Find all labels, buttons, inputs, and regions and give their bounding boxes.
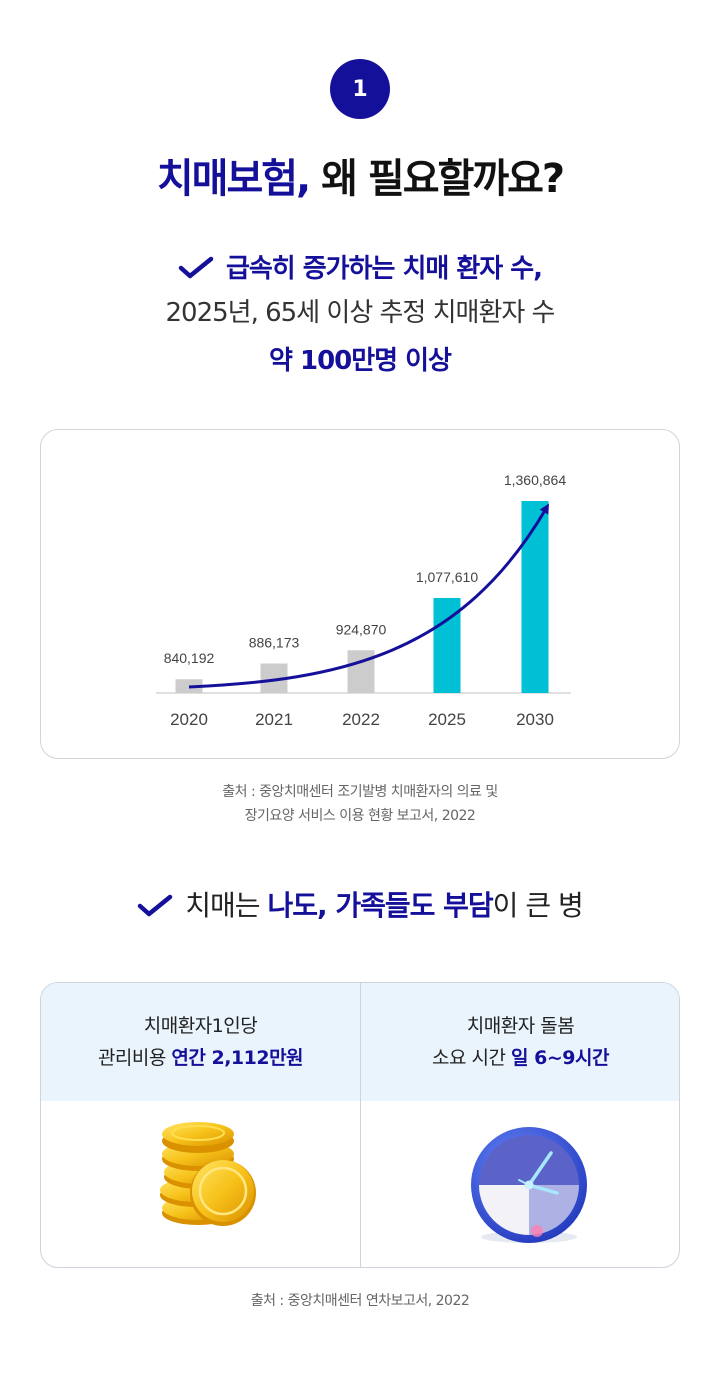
step-number-badge: 1 — [330, 59, 390, 119]
dementia-patients-chart: 840,192 886,173 924,870 1,077,610 1,360,864 … — [40, 429, 680, 759]
care-card-highlight: 일 6~9시간 — [511, 1047, 609, 1069]
cost-card-header: 치매환자1인당 관리비용 연간 2,112만원 — [41, 983, 360, 1101]
value-label-2022: 924,870 — [336, 621, 387, 637]
chart-source: 출처 : 중앙치매센터 조기발병 치매환자의 의료 및 장기요양 서비스 이용 … — [0, 780, 720, 828]
cost-card-line1: 치매환자1인당 — [143, 1015, 258, 1037]
bar-2022 — [347, 650, 375, 693]
cards-source: 출처 : 중앙치매센터 연차보고서, 2022 — [250, 1293, 470, 1309]
point2-post: 이 큰 병 — [492, 889, 584, 922]
cost-card-highlight: 연간 2,112만원 — [171, 1047, 304, 1069]
care-time-card: 치매환자 돌봄 소요 시간 일 6~9시간 — [361, 983, 679, 1267]
x-tick-2022: 2022 — [342, 710, 380, 729]
x-tick-2030: 2030 — [516, 710, 554, 729]
chart-source-line1: 출처 : 중앙치매센터 조기발병 치매환자의 의료 및 — [222, 784, 498, 800]
cost-card: 치매환자1인당 관리비용 연간 2,112만원 — [41, 983, 360, 1267]
x-tick-2021: 2021 — [255, 710, 293, 729]
clock-icon — [471, 1127, 587, 1243]
value-label-2030: 1,360,864 — [504, 472, 566, 488]
point-family-burden: 치매는 나도, 가족들도 부담이 큰 병 — [0, 884, 720, 924]
care-card-line2-pre: 소요 시간 — [432, 1047, 512, 1069]
value-label-2025: 1,077,610 — [416, 569, 478, 585]
chart-source-line2: 장기요양 서비스 이용 현황 보고서, 2022 — [244, 808, 476, 824]
point1-line1-row: 급속히 증가하는 치매 환자 수, — [0, 248, 720, 292]
value-label-2021: 886,173 — [249, 635, 300, 651]
point2-highlight: 나도, 가족들도 부담 — [267, 889, 493, 922]
x-tick-2025: 2025 — [428, 710, 466, 729]
x-tick-2020: 2020 — [170, 710, 208, 729]
page-title: 치매보험, 왜 필요할까요? — [0, 146, 720, 204]
point1-line2: 2025년, 65세 이상 추정 치매환자 수 — [165, 298, 556, 328]
point1-line1: 급속히 증가하는 치매 환자 수, — [225, 254, 543, 284]
burden-cards: 치매환자1인당 관리비용 연간 2,112만원 치매환자 돌봄 — [40, 982, 680, 1268]
title-accent: 치매보험, — [156, 156, 311, 202]
point2-pre: 치매는 — [185, 889, 268, 922]
cost-card-line2-pre: 관리비용 — [97, 1047, 172, 1069]
trend-arrow — [188, 503, 550, 689]
value-label-2020: 840,192 — [164, 650, 215, 666]
point1-line3: 약 100만명 이상 — [269, 346, 452, 376]
checkmark-icon — [138, 894, 173, 917]
gold-coins-icon — [160, 1122, 256, 1226]
care-card-line2: 소요 시간 일 6~9시간 — [361, 1042, 679, 1074]
checkmark-icon — [178, 256, 214, 279]
title-rest: 왜 필요할까요? — [309, 156, 565, 202]
bar-2030 — [521, 501, 549, 693]
chart-canvas: 840,192886,173924,8701,077,6101,360,864 … — [156, 472, 571, 729]
care-card-header: 치매환자 돌봄 소요 시간 일 6~9시간 — [361, 983, 679, 1101]
point-dementia-growth: 급속히 증가하는 치매 환자 수, 2025년, 65세 이상 추정 치매환자 … — [0, 248, 720, 384]
card-divider — [360, 983, 361, 1267]
care-card-line1: 치매환자 돌봄 — [466, 1015, 575, 1037]
cost-card-line2: 관리비용 연간 2,112만원 — [41, 1042, 360, 1074]
